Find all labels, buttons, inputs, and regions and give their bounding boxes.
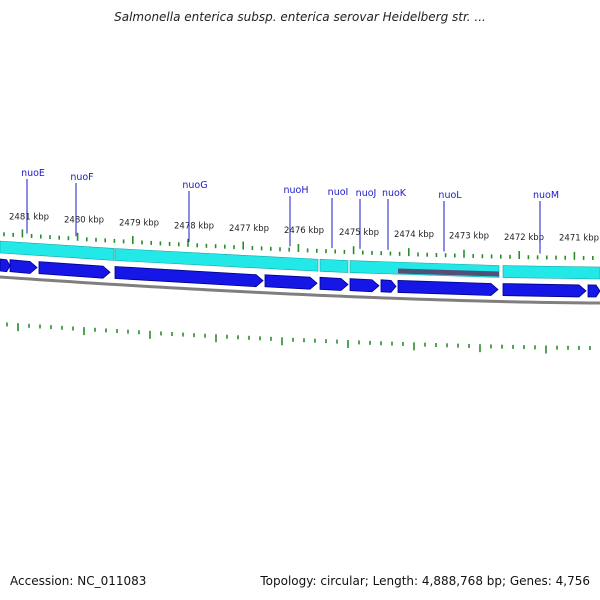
backbone-line [0,275,600,305]
gene-label: nuoJ [356,188,377,199]
cds-arrow [349,278,380,293]
scale-label: 2479 kbp [119,219,159,229]
backbone-track [0,275,600,305]
feature-block [502,265,600,280]
cds-arrow [502,283,587,298]
scale-label: 2474 kbp [394,230,434,240]
feature-track [0,240,600,280]
cds-arrow [587,284,600,298]
gene-label: nuoK [382,188,407,199]
scale-label-group: 2481 kbp 2480 kbp 2479 kbp 2478 kbp 2477 kbp… [9,213,599,244]
summary-label: Topology: circular; Length: 4,888,768 bp… [260,574,590,588]
gene-label: nuoM [533,190,559,201]
cds-arrow [319,276,349,291]
scale-label: 2477 kbp [229,224,269,234]
cds-arrow [0,258,11,273]
scale-label: 2481 kbp [9,213,49,223]
scale-label: 2476 kbp [284,226,324,236]
gene-label: nuoF [70,172,93,183]
cds-arrow [114,266,264,288]
map-title: Salmonella enterica subsp. enterica sero… [114,10,486,24]
gene-label: nuoE [21,168,45,179]
accession-label: Accession: NC_011083 [10,574,147,588]
cds-arrow [397,280,499,296]
cds-arrow [38,261,111,279]
scale-label: 2473 kbp [449,232,489,242]
cds-arrow [264,274,318,290]
scale-label: 2480 kbp [64,216,104,226]
feature-dark-block [398,268,499,277]
lower-tick-track [6,322,591,354]
scale-label: 2475 kbp [339,228,379,238]
upper-tick-track [3,229,594,260]
scale-label: 2471 kbp [559,234,599,244]
gene-label: nuoL [438,190,462,201]
cds-arrow [380,279,397,293]
feature-block [0,240,115,261]
gene-label-group: nuoE nuoF nuoG nuoH nuoI nuoJ nuoK nuoL nuoM [21,168,559,254]
feature-block [319,259,349,273]
gene-label: nuoH [284,185,309,196]
scale-label: 2478 kbp [174,221,214,231]
gene-label: nuoI [328,187,349,198]
cds-track [0,258,600,298]
gene-label: nuoG [182,180,207,191]
cds-arrow [9,259,38,274]
scale-label: 2472 kbp [504,233,544,243]
feature-block [114,248,319,272]
